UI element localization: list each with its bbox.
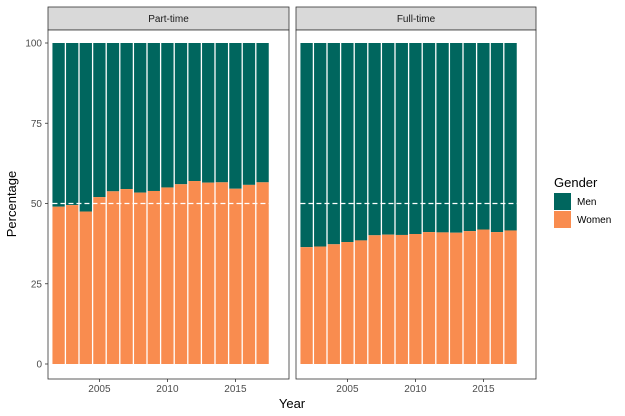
bar-men: [79, 43, 92, 212]
legend-title: Gender: [554, 175, 598, 190]
bar-men: [52, 43, 65, 207]
bar-men: [229, 43, 242, 189]
bar-men: [161, 43, 174, 188]
y-tick-label: 100: [25, 39, 42, 50]
y-tick-label: 50: [31, 199, 43, 210]
bar-women: [161, 187, 174, 364]
bar-women: [120, 189, 133, 364]
x-axis-title: Year: [279, 396, 306, 411]
legend-label: Women: [577, 215, 611, 226]
bar-men: [66, 43, 79, 206]
legend-label: Men: [577, 197, 596, 208]
x-tick-label: 2005: [336, 384, 359, 395]
bar-men: [422, 43, 436, 233]
bar-men: [341, 43, 354, 243]
x-tick-label: 2010: [156, 384, 179, 395]
bar-men: [174, 43, 188, 185]
bar-men: [327, 43, 340, 245]
bar-men: [188, 43, 201, 182]
x-tick-label: 2015: [472, 384, 495, 395]
bar-men: [300, 43, 313, 248]
y-tick-label: 0: [36, 360, 42, 371]
facet-title: Part-time: [148, 14, 189, 25]
bar-women: [327, 244, 340, 364]
bar-men: [504, 43, 517, 231]
bar-women: [215, 182, 228, 364]
bar-men: [93, 43, 106, 198]
bar-women: [368, 235, 381, 364]
y-tick-label: 25: [31, 279, 43, 290]
bar-men: [354, 43, 368, 241]
bar-men: [314, 43, 327, 247]
bar-men: [409, 43, 422, 234]
bar-men: [120, 43, 133, 190]
x-tick-label: 2015: [224, 384, 247, 395]
bar-women: [79, 211, 92, 364]
bar-men: [242, 43, 256, 185]
bar-women: [382, 234, 395, 364]
bar-women: [188, 181, 201, 364]
bar-men: [395, 43, 408, 235]
y-axis-title: Percentage: [4, 171, 19, 238]
bar-women: [229, 188, 242, 364]
bar-men: [382, 43, 395, 235]
bar-women: [450, 232, 463, 364]
bar-women: [314, 246, 327, 364]
bar-women: [504, 230, 517, 364]
bar-women: [436, 232, 449, 364]
bar-women: [202, 182, 215, 364]
bar-women: [422, 232, 436, 364]
bar-women: [93, 197, 106, 364]
bar-women: [300, 247, 313, 364]
bar-women: [66, 205, 79, 364]
bar-men: [368, 43, 381, 236]
bar-men: [106, 43, 120, 192]
bar-women: [147, 190, 160, 364]
bar-men: [256, 43, 269, 183]
y-tick-label: 75: [31, 119, 43, 130]
bar-men: [490, 43, 504, 233]
bar-women: [409, 233, 422, 364]
bar-men: [147, 43, 160, 191]
legend-swatch: [554, 193, 571, 210]
bar-women: [242, 184, 256, 364]
bar-women: [354, 240, 368, 364]
bar-women: [134, 192, 147, 364]
bar-women: [256, 182, 269, 364]
bar-women: [490, 232, 504, 364]
bar-men: [463, 43, 476, 232]
bar-men: [477, 43, 490, 230]
legend-swatch: [554, 211, 571, 228]
bar-women: [341, 242, 354, 364]
bar-women: [106, 191, 120, 364]
bar-women: [477, 229, 490, 364]
bar-women: [174, 184, 188, 364]
x-tick-label: 2005: [88, 384, 111, 395]
bar-men: [202, 43, 215, 183]
x-tick-label: 2010: [404, 384, 427, 395]
bar-women: [463, 231, 476, 364]
bar-women: [52, 206, 65, 364]
bar-women: [395, 234, 408, 364]
bar-men: [450, 43, 463, 233]
bar-men: [215, 43, 228, 183]
bar-men: [436, 43, 449, 233]
facet-title: Full-time: [397, 14, 436, 25]
bar-men: [134, 43, 147, 193]
